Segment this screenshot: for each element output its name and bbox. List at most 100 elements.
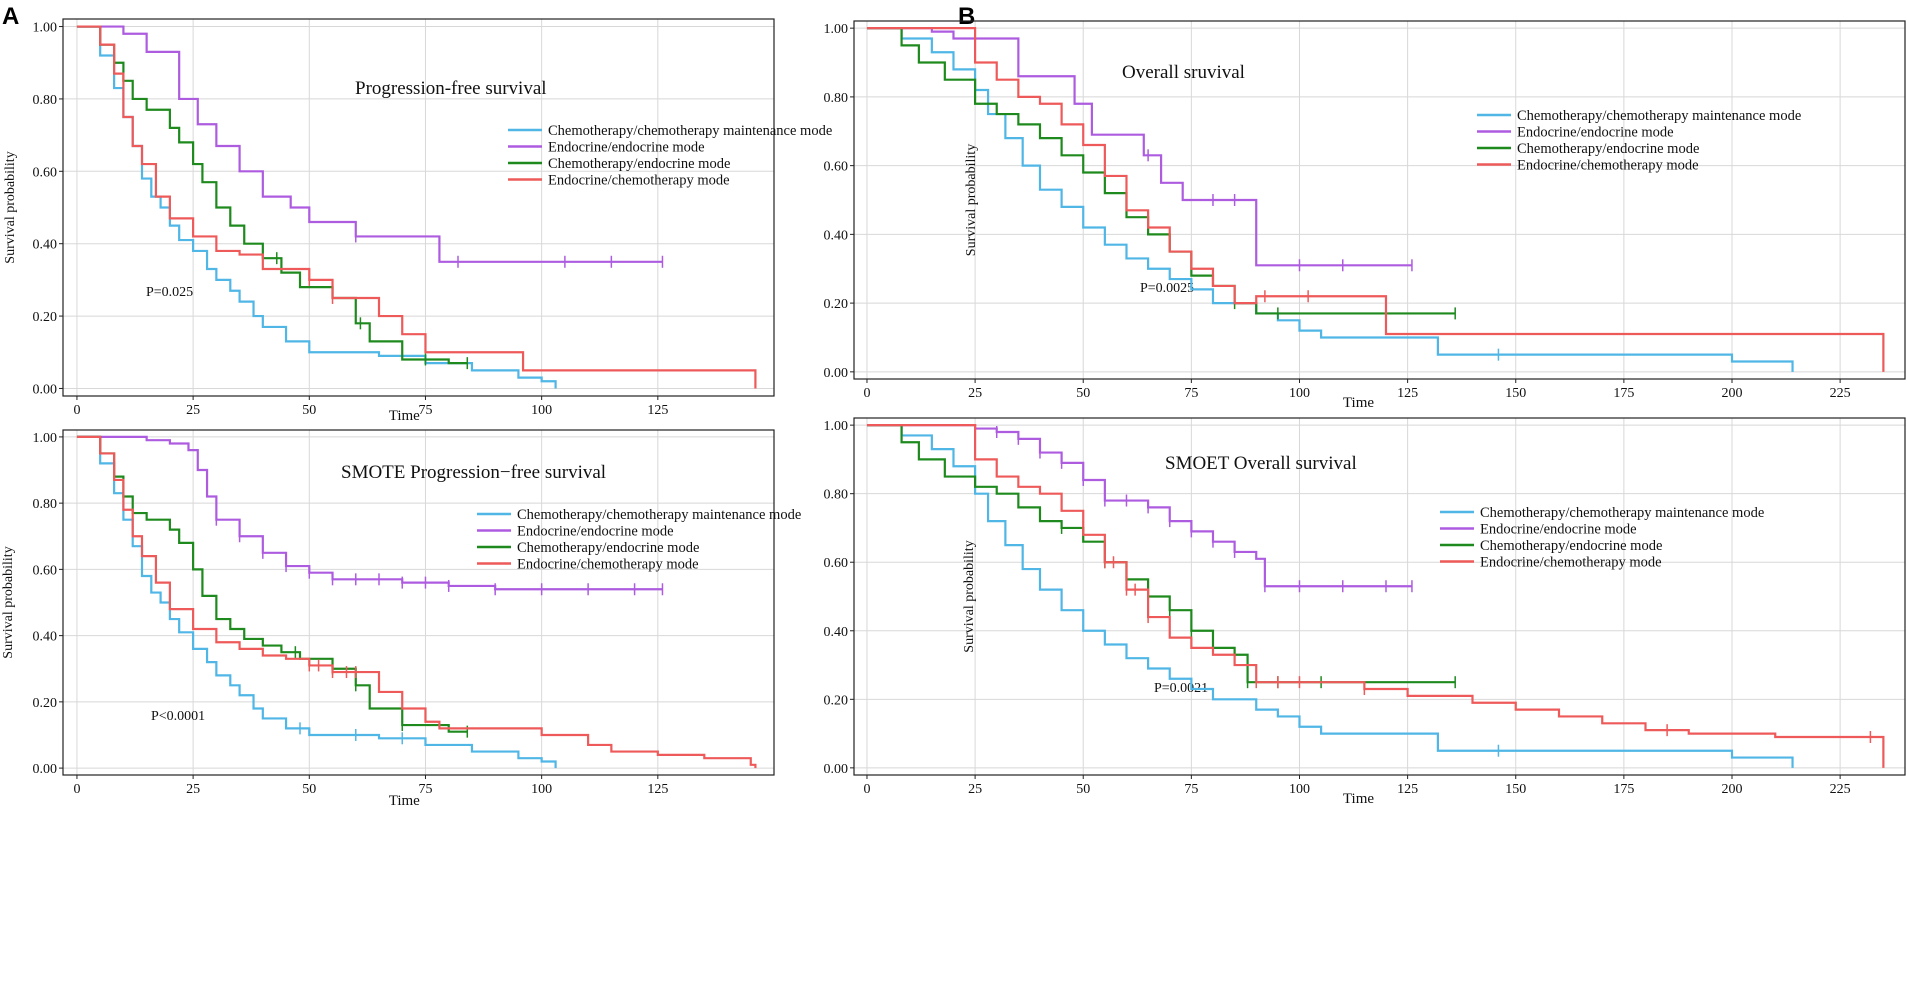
plot-frame [62,18,775,397]
legend-label: Endocrine/chemotherapy mode [548,173,730,189]
y-tick-label: 1.00 [824,419,849,434]
y-tick-label: 0.80 [33,497,58,512]
legend-label: Chemotherapy/endocrine mode [548,156,730,172]
x-tick-label: 25 [968,782,982,797]
y-tick-label: 1.00 [33,431,58,446]
legend-label: Endocrine/endocrine mode [548,140,705,156]
chart-smote-pfs: 0 25 50 75 100 125 0.00 0.20 0.40 0.60 0.80 1.00 Tim… [1,429,801,809]
x-tick-label: 125 [1397,782,1418,797]
series-line-3 [866,27,1885,372]
y-axis-label: Survival probability [3,151,18,263]
series-line-1 [866,27,1412,267]
x-axis-label: Time [389,408,420,424]
legend-label: Endocrine/chemotherapy mode [1480,555,1662,571]
x-tick-label: 200 [1721,782,1742,797]
x-tick-label: 150 [1505,386,1526,401]
y-tick-label: 0.40 [33,630,58,645]
series-line-2 [76,25,468,365]
x-tick-label: 50 [1076,386,1090,401]
p-value-annotation: P<0.0001 [151,709,205,724]
y-tick-label: 0.00 [33,762,58,777]
x-tick-label: 50 [302,403,316,418]
x-tick-label: 50 [302,782,316,797]
x-tick-label: 75 [1184,782,1198,797]
x-tick-label: 125 [647,782,668,797]
x-tick-label: 175 [1613,386,1634,401]
x-tick-label: 125 [1397,386,1418,401]
x-tick-label: 125 [647,403,668,418]
y-tick-label: 0.40 [33,238,58,253]
x-axis-label: Time [1343,791,1374,807]
y-tick-label: 0.60 [824,556,849,571]
legend-label: Chemotherapy/chemotherapy maintenance mo… [517,507,801,523]
legend-label: Chemotherapy/chemotherapy maintenance mo… [1517,108,1801,124]
y-tick-label: 0.20 [824,297,849,312]
x-tick-label: 25 [186,403,200,418]
x-tick-label: 175 [1613,782,1634,797]
y-tick-label: 0.00 [824,762,849,777]
x-tick-label: 100 [1289,386,1310,401]
x-tick-label: 0 [863,386,870,401]
x-tick-label: 50 [1076,782,1090,797]
legend-label: Endocrine/endocrine mode [517,524,674,540]
y-tick-label: 0.60 [824,160,849,175]
series-line-2 [76,435,468,733]
y-tick-label: 0.60 [33,563,58,578]
series-line-0 [76,435,557,769]
x-tick-label: 75 [418,403,432,418]
plot-frame [853,417,1906,776]
series-line-1 [76,25,663,263]
y-tick-label: 0.00 [824,366,849,381]
p-value-annotation: P=0.025 [146,285,193,300]
x-tick-label: 0 [73,782,80,797]
y-tick-label: 0.20 [824,693,849,708]
legend-label: Endocrine/endocrine mode [1517,125,1674,141]
y-tick-label: 0.60 [33,165,58,180]
y-tick-label: 0.80 [33,93,58,108]
panel-letter-b: B [958,3,975,30]
legend-label: Chemotherapy/endocrine mode [1480,538,1662,554]
y-tick-label: 0.40 [824,625,849,640]
x-tick-label: 225 [1830,386,1851,401]
x-tick-label: 25 [186,782,200,797]
x-tick-label: 25 [968,386,982,401]
x-tick-label: 100 [531,403,552,418]
y-tick-label: 0.00 [33,382,58,397]
plot-frame [853,20,1906,380]
legend-label: Endocrine/chemotherapy mode [517,557,699,573]
legend-label: Endocrine/chemotherapy mode [1517,158,1699,174]
x-tick-label: 75 [1184,386,1198,401]
y-tick-label: 1.00 [33,21,58,36]
y-tick-label: 0.80 [824,91,849,106]
p-value-annotation: P=0.0025 [1140,281,1194,296]
chart-title: SMOET Overall survival [1165,453,1357,474]
chart-title: Progression-free survival [355,78,547,99]
chart-title: Overall sruvival [1122,62,1245,83]
y-tick-label: 0.80 [824,488,849,503]
chart-os: 0 25 50 75 100 125 150 175 200 225 0.00 0.20 0.40 0.6… [824,20,1906,411]
y-tick-label: 0.20 [33,696,58,711]
p-value-annotation: P=0.0021 [1154,681,1208,696]
legend-label: Chemotherapy/chemotherapy maintenance mo… [1480,505,1764,521]
plot-frame [62,429,775,776]
x-tick-label: 75 [418,782,432,797]
x-tick-label: 200 [1721,386,1742,401]
chart-title: SMOTE Progression−free survival [341,462,606,483]
panel-letter-a: A [2,3,19,30]
series-line-3 [76,25,757,389]
series-line-3 [866,424,1885,768]
x-tick-label: 0 [863,782,870,797]
legend-label: Chemotherapy/endocrine mode [517,540,699,556]
chart-smoet-os: 0 25 50 75 100 125 150 175 200 225 0.00 0.20 0.40 0.6… [824,417,1906,807]
x-tick-label: 225 [1830,782,1851,797]
legend-label: Endocrine/endocrine mode [1480,522,1637,538]
x-axis-label: Time [1343,395,1374,411]
legend-label: Chemotherapy/endocrine mode [1517,141,1699,157]
series-line-0 [866,424,1794,768]
y-tick-label: 1.00 [824,22,849,37]
legend-label: Chemotherapy/chemotherapy maintenance mo… [548,123,832,139]
y-axis-label: Survival probability [1,546,16,658]
x-tick-label: 0 [73,403,80,418]
x-axis-label: Time [389,793,420,809]
